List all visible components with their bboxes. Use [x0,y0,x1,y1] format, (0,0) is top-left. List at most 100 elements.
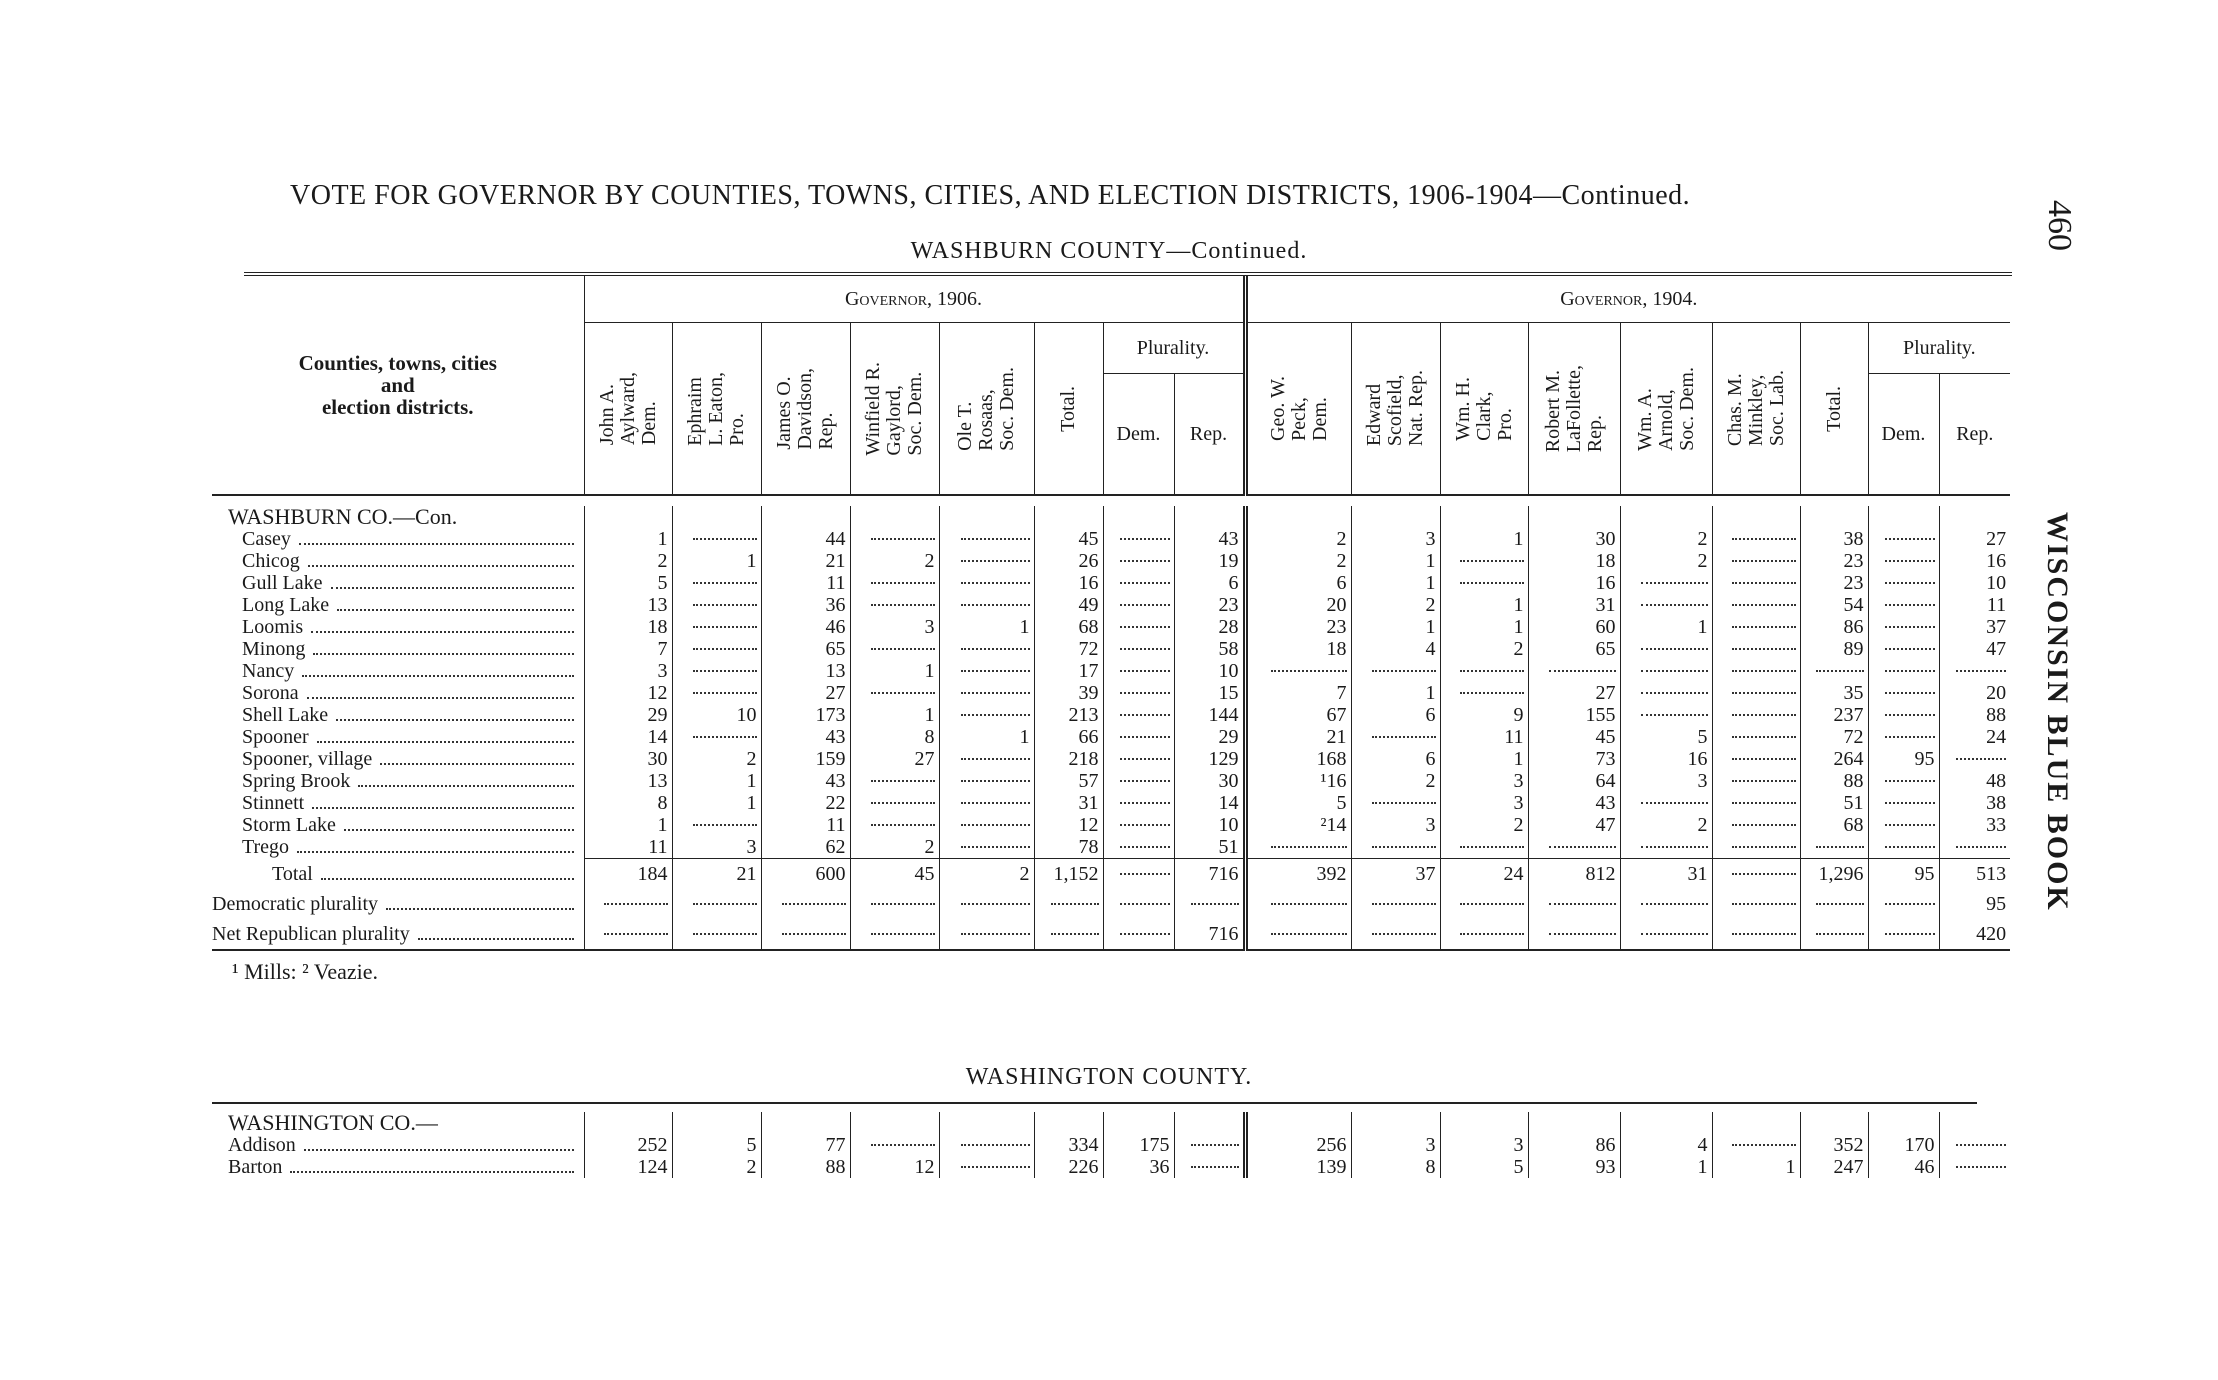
value: ²14 [1320,814,1347,836]
empty-leader [781,933,846,935]
cell [1242,836,1351,859]
candidate-line: Peck, [1287,397,1310,441]
candidate-name: John A. Aylward, Dem. [596,372,660,445]
cell [849,594,939,616]
page-number: 460 [2041,200,2078,251]
empty-leader [1119,692,1170,694]
candidate-line: Gaylord, [883,384,905,456]
leader: Nancy [242,660,580,682]
leader: Spooner [242,726,580,748]
cell: 2 [1619,550,1712,572]
empty-leader [1270,903,1347,905]
cell: 716 [1173,858,1245,889]
value: 184 [637,863,668,885]
cell: 3 [1350,1134,1440,1156]
value: 175 [1139,1134,1170,1156]
cell [1619,792,1712,814]
empty-leader [692,736,757,738]
cell [1799,1112,1868,1134]
value: 86 [1843,616,1864,638]
cell [938,660,1034,682]
cell: 95 [1867,748,1939,770]
cell: 19 [1173,550,1245,572]
cell: 29 [1173,726,1245,748]
value: 6 [1336,572,1347,594]
cell: 20 [1242,594,1351,616]
candidate-name: Chas. M. Minkley, Soc. Lab. [1724,370,1788,446]
empty-leader [960,670,1030,672]
cell: 28 [1173,616,1245,638]
value: 66 [1078,726,1099,748]
cell: 2 [1242,550,1351,572]
empty-leader [1119,758,1170,760]
cell: 78 [1033,836,1103,859]
cell [1527,506,1620,528]
stub-cell: Stinnett [212,792,584,814]
row: Barton 124 2 88 12 226 36 139 8 5 93 1 1 247 46 [212,1156,2010,1178]
value: 170 [1904,1134,1935,1156]
cell [1799,506,1868,528]
cell: 3 [1619,770,1712,792]
cell [1033,919,1103,950]
cell: 11 [583,836,672,859]
cell [1711,726,1800,748]
empty-leader [1884,604,1935,606]
candidate-line: Soc. Dem. [904,371,926,456]
value: 16 [1078,572,1099,594]
cell: 3 [1350,814,1440,836]
stub-cell: Casey [212,528,584,550]
cell: 30 [1527,528,1620,550]
cell [1619,506,1712,528]
empty-leader [870,692,935,694]
cell: 21 [671,858,761,889]
empty-leader [960,538,1030,540]
row-name: Spooner, village [242,748,373,770]
cell: 30 [583,748,672,770]
value: 51 [1218,836,1239,858]
value: 16 [1595,572,1616,594]
value: 213 [1068,704,1099,726]
cell: 1 [1439,748,1528,770]
empty-leader [870,538,935,540]
empty-leader [1549,933,1616,935]
header-row: Counties, towns, cities and election distr… [212,276,2011,418]
cell: 68 [1033,616,1103,638]
cell [1867,506,1939,528]
cell: 12 [849,1156,939,1178]
value: 35 [1843,682,1864,704]
dot-leader [302,675,574,677]
empty-leader [692,933,757,935]
value: 30 [1595,528,1616,550]
leader: Long Lake [242,594,580,616]
cell: 155 [1527,704,1620,726]
cell: 420 [1938,919,2011,950]
cell [1102,858,1174,889]
empty-leader [960,824,1030,826]
cell [1527,836,1620,859]
cell: 43 [1173,528,1245,550]
value: 11 [648,836,668,858]
cell [1102,594,1174,616]
value: ¹16 [1320,770,1347,792]
cell [1711,792,1800,814]
empty-leader [1641,582,1708,584]
cell: 1 [1350,682,1440,704]
value: 247 [1833,1156,1864,1178]
value: 2 [1697,550,1708,572]
cell: 67 [1242,704,1351,726]
cell [1711,770,1800,792]
cell: 10 [1173,814,1245,836]
empty-leader [1732,933,1796,935]
cell [849,889,939,919]
empty-leader [1884,560,1935,562]
dot-leader [307,565,574,567]
value: 8 [924,726,935,748]
table-header: Counties, towns, cities and election distr… [212,276,2011,495]
candidate-name: Ole T. Rosaas, Soc. Dem. [954,367,1018,451]
value: 86 [1595,1134,1616,1156]
value: 60 [1595,616,1616,638]
cell [1867,572,1939,594]
value: 88 [1843,770,1864,792]
empty-leader [1119,873,1170,875]
cell [1350,506,1440,528]
